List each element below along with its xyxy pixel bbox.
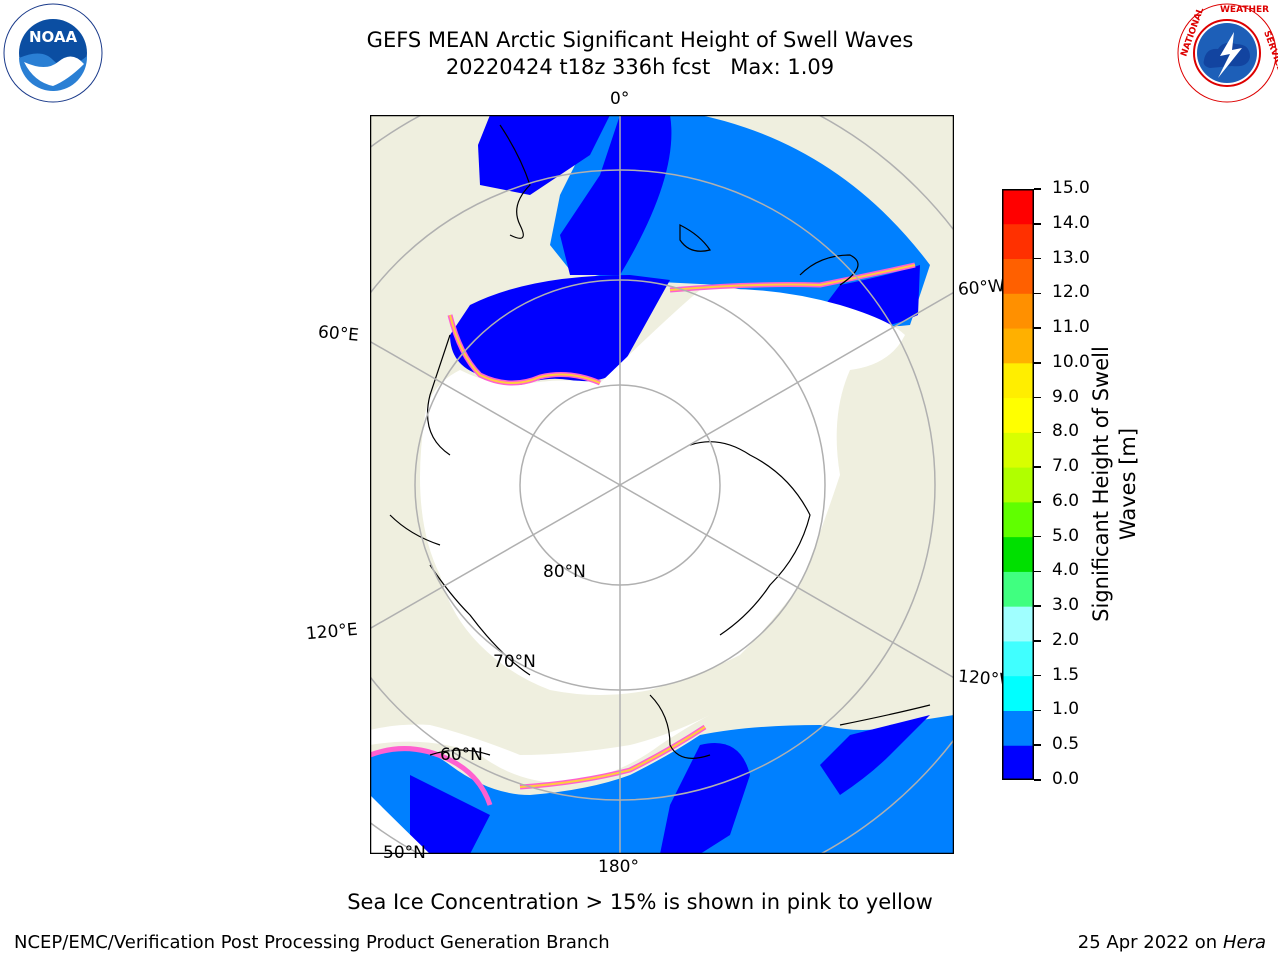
colorbar-tick-label: 14.0 [1052, 212, 1090, 233]
colorbar-tick-label: 4.0 [1052, 560, 1080, 581]
colorbar-tick-mark [1034, 744, 1041, 746]
lon-label-120e: 120°E [305, 619, 359, 645]
barents-swell-area [450, 275, 670, 390]
colorbar-tick-mark [1034, 188, 1041, 190]
colorbar-band [1002, 293, 1034, 329]
sea-ice-caption: Sea Ice Concentration > 15% is shown in … [347, 890, 933, 914]
colorbar-band [1002, 432, 1034, 468]
lat-label-70n: 70°N [493, 652, 536, 672]
colorbar-tick-mark [1034, 466, 1041, 468]
lon-label-60e: 60°E [317, 322, 360, 346]
colorbar-tick-label: 11.0 [1052, 317, 1090, 338]
graticule [370, 115, 954, 854]
colorbar-tick-label: 0.0 [1052, 769, 1080, 789]
colorbar-band [1002, 328, 1034, 364]
colorbar-tick-label: 1.5 [1052, 664, 1080, 685]
colorbar-tick-mark [1034, 709, 1041, 712]
colorbar-tick-mark [1034, 535, 1041, 538]
colorbar-tick-mark [1034, 431, 1041, 434]
lat-label-60n: 60°N [440, 745, 483, 765]
colorbar-tick-mark [1034, 362, 1041, 364]
svg-text:NOAA: NOAA [29, 28, 78, 46]
lat-label-80n: 80°N [543, 562, 586, 582]
colorbar-tick-mark [1034, 327, 1041, 329]
footer-date-text: 25 Apr 2022 on [1077, 932, 1223, 953]
colorbar-tick-label: 0.5 [1052, 734, 1080, 755]
footer-date: 25 Apr 2022 on Hera [1078, 932, 1266, 953]
footer-branch: NCEP/EMC/Verification Post Processing Pr… [14, 932, 610, 953]
map-title: GEFS MEAN Arctic Significant Height of S… [366, 28, 914, 52]
colorbar-tick-mark [1034, 292, 1041, 295]
colorbar-band [1002, 501, 1034, 538]
colorbar-tick-label: 9.0 [1052, 386, 1080, 407]
colorbar-tick-label: 6.0 [1052, 490, 1080, 511]
colorbar-tick-label: 8.0 [1052, 421, 1080, 442]
colorbar-band [1002, 710, 1034, 746]
colorbar-tick-label: 13.0 [1052, 247, 1090, 268]
pacific-swell-area [370, 715, 954, 854]
colorbar-band [1002, 606, 1034, 642]
polar-map [369, 114, 955, 855]
colorbar-tick-label: 10.0 [1052, 351, 1090, 372]
svg-text:WEATHER: WEATHER [1220, 5, 1269, 15]
colorbar-band [1002, 675, 1034, 711]
footer-host: Hera [1222, 932, 1266, 953]
lon-label-0: 0° [610, 89, 630, 109]
colorbar-tick-label: 15.0 [1052, 178, 1090, 198]
nws-logo: NATIONAL WEATHER SERVICE [1176, 2, 1280, 104]
colorbar-tick-mark [1034, 605, 1041, 607]
colorbar-band [1002, 362, 1034, 399]
colorbar-band [1002, 571, 1034, 607]
colorbar-band [1002, 189, 1034, 225]
colorbar-tick-label: 7.0 [1052, 456, 1080, 477]
lat-label-50n: 50°N [383, 843, 426, 863]
colorbar-tick-label: 1.0 [1052, 699, 1080, 720]
colorbar-tick-mark [1034, 640, 1041, 642]
colorbar-tick-mark [1034, 779, 1041, 781]
colorbar-band [1002, 223, 1034, 260]
colorbar-tick-label: 3.0 [1052, 595, 1080, 616]
colorbar-band [1002, 745, 1034, 781]
map-subtitle: 20220424 t18z 336h fcst Max: 1.09 [445, 55, 835, 79]
colorbar-tick-label: 2.0 [1052, 629, 1080, 650]
colorbar-tick-mark [1034, 257, 1041, 260]
colorbar-band [1002, 397, 1034, 433]
colorbar-band [1002, 258, 1034, 294]
lon-label-180: 180° [598, 857, 639, 877]
colorbar-tick-label: 5.0 [1052, 525, 1080, 546]
colorbar-tick-mark [1034, 396, 1041, 399]
colorbar-tick-label: 12.0 [1052, 282, 1090, 303]
colorbar-tick-mark [1034, 674, 1041, 677]
colorbar-tick-mark [1034, 223, 1041, 225]
lon-label-60w: 60°W [957, 275, 1006, 301]
colorbar [1002, 189, 1034, 781]
colorbar-band [1002, 536, 1034, 572]
colorbar-tick-mark [1034, 570, 1041, 573]
colorbar-tick-mark [1034, 501, 1041, 503]
noaa-logo: NOAA [2, 2, 104, 104]
colorbar-band [1002, 467, 1034, 503]
colorbar-band [1002, 640, 1034, 677]
